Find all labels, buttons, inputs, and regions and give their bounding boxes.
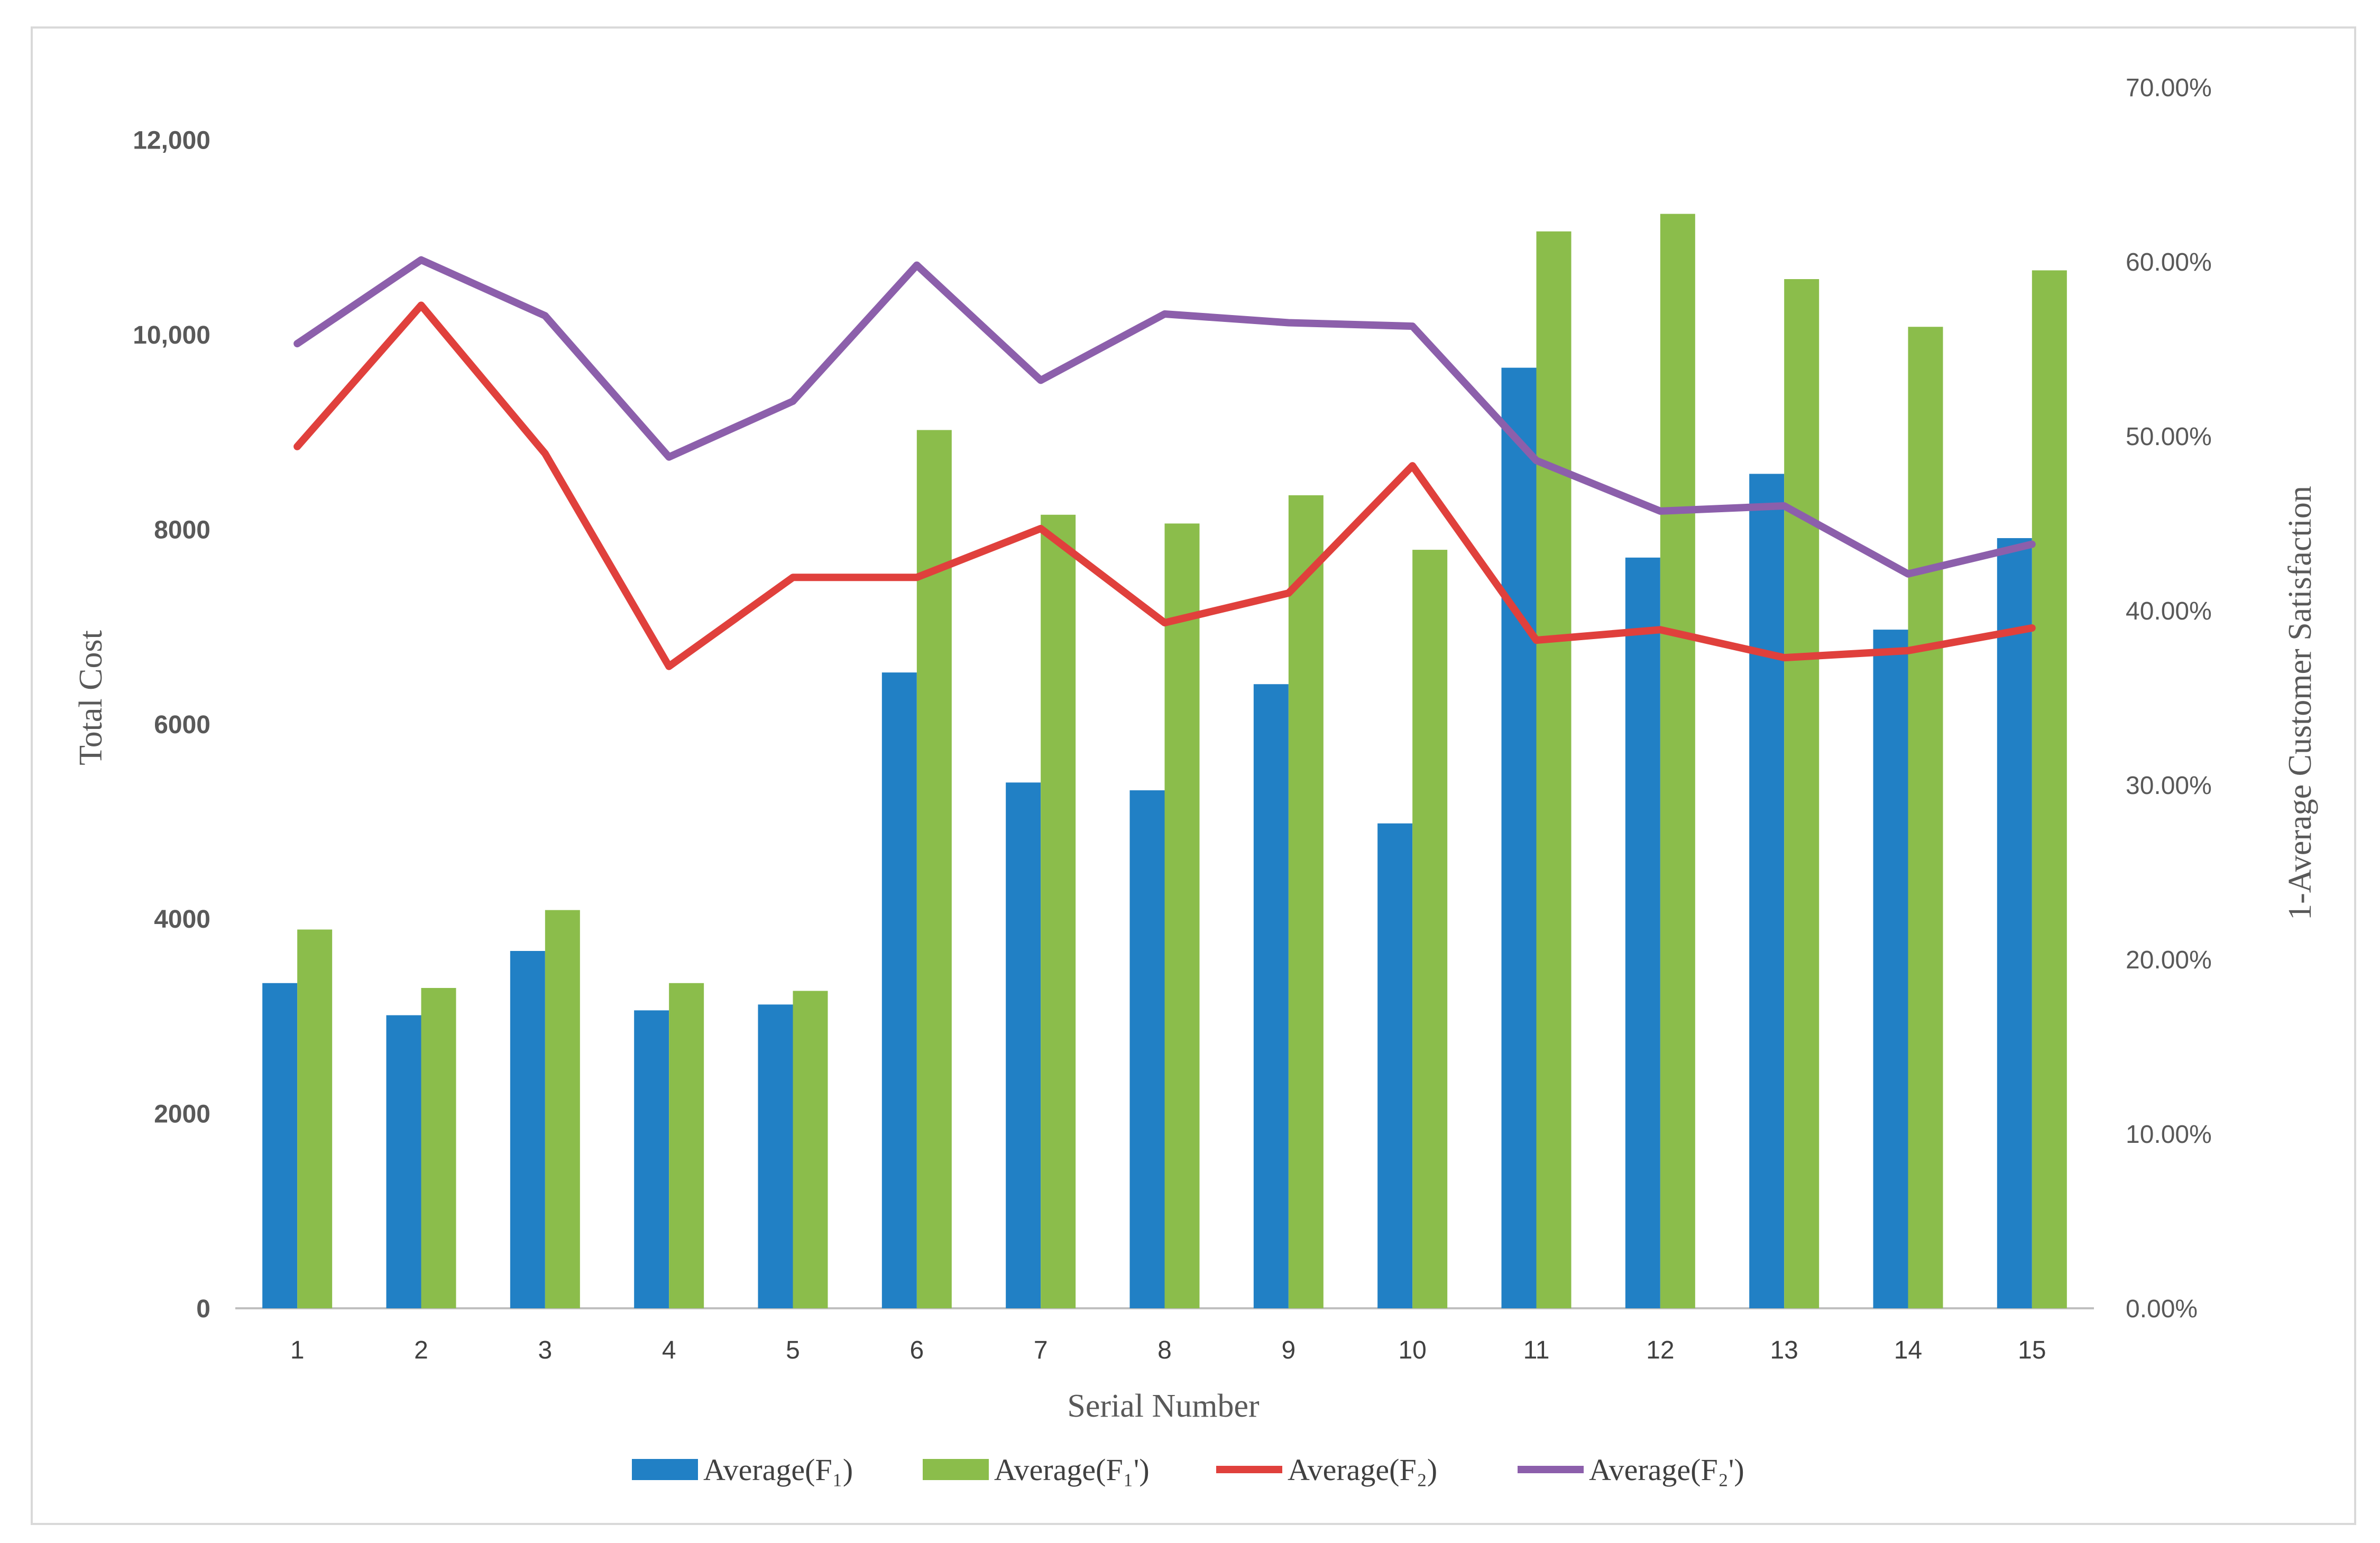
bar-series-2-cat-13 [1784, 279, 1820, 1308]
y-tick-label: 4000 [154, 906, 210, 934]
y2-tick-label: 40.00% [2126, 597, 2212, 625]
y2-tick-label: 10.00% [2126, 1121, 2212, 1149]
bar-series-1-cat-8 [1129, 790, 1165, 1308]
lines-layer [293, 256, 2036, 670]
y2-tick-label: 20.00% [2126, 946, 2212, 974]
x-tick-label: 12 [1646, 1336, 1674, 1364]
bars-layer [262, 214, 2067, 1309]
bar-series-1-cat-6 [881, 672, 917, 1308]
x-tick-label: 8 [1157, 1336, 1172, 1364]
bar-series-1-cat-5 [758, 1004, 793, 1308]
x-tick-label: 13 [1770, 1336, 1798, 1364]
y2-axis-title: 1-Average Customer Satisfaction [2282, 486, 2318, 920]
x-tick-label: 3 [538, 1336, 552, 1364]
x-tick-label: 7 [1034, 1336, 1048, 1364]
bar-series-2-cat-14 [1908, 327, 1943, 1309]
y-tick-label: 2000 [154, 1101, 210, 1129]
bar-series-2-cat-8 [1164, 523, 1200, 1308]
bar-series-1-cat-13 [1749, 474, 1785, 1308]
x-axis-title: Serial Number [1067, 1388, 1260, 1424]
bar-series-1-cat-1 [262, 983, 298, 1308]
bar-series-2-cat-9 [1288, 495, 1324, 1309]
x-tick-label: 9 [1281, 1336, 1295, 1364]
y2-tick-label: 50.00% [2126, 423, 2212, 451]
y-tick-label: 6000 [154, 711, 210, 739]
legend-label: Average(F₂) [1288, 1453, 1437, 1487]
bar-series-1-cat-7 [1006, 782, 1041, 1308]
x-tick-label: 14 [1894, 1336, 1922, 1364]
bar-series-2-cat-10 [1412, 550, 1448, 1308]
x-tick-label: 15 [2018, 1336, 2046, 1364]
bar-series-1-cat-14 [1873, 630, 1908, 1308]
legend-label: Average(F₂') [1589, 1453, 1744, 1487]
x-tick-label: 10 [1398, 1336, 1426, 1364]
bar-series-1-cat-11 [1501, 367, 1537, 1309]
y-tick-label: 8000 [154, 516, 210, 544]
x-tick-label: 4 [662, 1336, 676, 1364]
y-tick-label: 12,000 [133, 127, 210, 155]
x-tick-label: 6 [909, 1336, 924, 1364]
legend: Average(F₁) Average(F₁') Average(F₂) Averag… [632, 1453, 1744, 1487]
y-tick-label: 10,000 [133, 321, 210, 349]
x-tick-label: 1 [290, 1336, 305, 1364]
bar-series-1-cat-12 [1625, 557, 1660, 1308]
bar-series-1-cat-9 [1253, 684, 1289, 1308]
y-tick-label: 0 [196, 1295, 210, 1323]
legend-swatch [923, 1459, 989, 1480]
legend-label: Average(F₁) [703, 1453, 853, 1487]
bar-series-2-cat-11 [1536, 231, 1572, 1308]
bar-series-2-cat-12 [1660, 214, 1695, 1308]
bar-series-2-cat-15 [2032, 270, 2067, 1309]
y-axis-title: Total Cost [73, 630, 109, 765]
bar-series-2-cat-7 [1041, 514, 1076, 1308]
legend-swatch [632, 1459, 698, 1480]
bar-series-1-cat-2 [386, 1015, 421, 1308]
bar-series-1-cat-3 [510, 950, 545, 1308]
tick-labels-layer: 0 2000 4000 6000 8000 10,000 12,000 0.00% 10.00%… [133, 74, 2212, 1364]
bar-series-1-cat-15 [1997, 538, 2032, 1308]
x-tick-label: 11 [1523, 1336, 1550, 1364]
bar-series-1-cat-10 [1377, 823, 1413, 1308]
bar-series-2-cat-2 [421, 987, 456, 1308]
x-tick-label: 5 [786, 1336, 800, 1364]
legend-label: Average(F₁') [994, 1453, 1150, 1487]
bar-series-2-cat-4 [669, 983, 704, 1308]
bar-series-2-cat-1 [297, 929, 333, 1308]
y2-tick-label: 30.00% [2126, 772, 2212, 800]
y2-tick-label: 70.00% [2126, 74, 2212, 102]
x-tick-label: 2 [414, 1336, 428, 1364]
bar-series-2-cat-5 [793, 991, 828, 1308]
bar-series-1-cat-4 [634, 1010, 669, 1308]
y2-tick-label: 60.00% [2126, 248, 2212, 276]
y2-tick-label: 0.00% [2126, 1295, 2198, 1323]
bar-series-2-cat-3 [545, 910, 580, 1308]
